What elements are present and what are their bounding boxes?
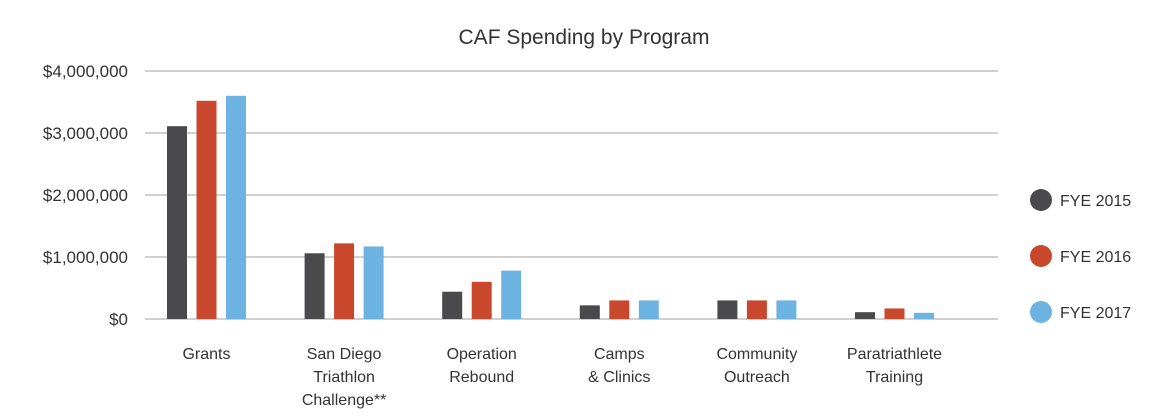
x-axis: Grants San Diego Triathlon Challenge** Opera… xyxy=(182,346,942,409)
bar xyxy=(884,308,905,319)
y-tick-label: $0 xyxy=(109,310,128,329)
bar xyxy=(334,243,355,319)
bar xyxy=(167,126,187,320)
bar xyxy=(196,100,217,319)
x-tick-label: Operation xyxy=(447,346,517,363)
bar xyxy=(914,312,934,319)
legend-marker xyxy=(1030,301,1052,323)
legend-label: FYE 2016 xyxy=(1060,249,1131,266)
bar xyxy=(363,246,384,319)
x-tick-label: Paratriathlete xyxy=(847,346,942,363)
legend-marker xyxy=(1030,245,1052,267)
gridlines xyxy=(145,70,998,320)
x-tick-label: Grants xyxy=(182,346,230,363)
legend: FYE 2015 FYE 2016 FYE 2017 xyxy=(1030,189,1131,323)
x-tick-label: & Clinics xyxy=(588,369,650,386)
bar xyxy=(609,300,630,319)
bar xyxy=(471,281,492,319)
bar xyxy=(855,312,875,319)
legend-label: FYE 2017 xyxy=(1060,305,1131,322)
bar xyxy=(746,300,767,319)
bar xyxy=(304,253,325,319)
y-tick-label: $4,000,000 xyxy=(43,62,128,81)
bar xyxy=(717,300,738,319)
x-tick-label: San Diego xyxy=(307,346,382,363)
bar xyxy=(442,291,463,319)
legend-marker xyxy=(1030,189,1052,211)
chart-title: CAF Spending by Program xyxy=(459,26,710,49)
x-tick-label: Outreach xyxy=(724,369,790,386)
bar xyxy=(638,300,659,319)
y-tick-label: $1,000,000 xyxy=(43,248,128,267)
x-tick-label: Camps xyxy=(594,346,645,363)
bar xyxy=(579,305,600,319)
bar xyxy=(776,300,797,319)
y-axis: $0 $1,000,000 $2,000,000 $3,000,000 $4,000,0… xyxy=(43,62,128,329)
bar xyxy=(226,95,246,319)
bar xyxy=(501,270,522,319)
legend-label: FYE 2015 xyxy=(1060,193,1131,210)
bars xyxy=(167,95,934,320)
x-tick-label: Community xyxy=(716,346,797,363)
x-tick-label: Rebound xyxy=(449,369,514,386)
y-tick-label: $2,000,000 xyxy=(43,186,128,205)
x-tick-label: Challenge** xyxy=(302,392,387,409)
y-tick-label: $3,000,000 xyxy=(43,124,128,143)
x-tick-label: Triathlon xyxy=(313,369,375,386)
x-tick-label: Training xyxy=(866,369,923,386)
